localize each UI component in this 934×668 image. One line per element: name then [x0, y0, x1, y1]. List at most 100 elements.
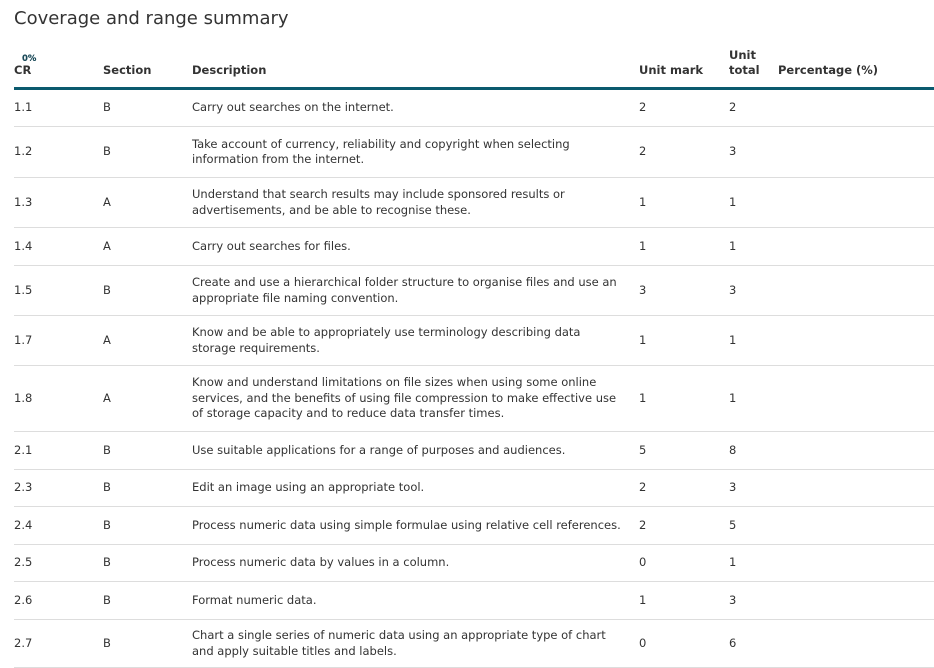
percentage-cell: 100%	[778, 54, 934, 366]
table-row: 2.3 B Edit an image using an appropriate t…	[14, 54, 934, 507]
percentage-label: 0%	[22, 54, 37, 64]
unit-mark-cell: 1	[639, 177, 729, 228]
unit-mark-cell: 1	[639, 365, 729, 432]
section-cell: A	[103, 227, 192, 266]
percentage-cell: 33%	[778, 54, 934, 620]
section-cell: B	[103, 265, 192, 316]
percentage-cell: 100%	[778, 54, 934, 316]
unit-mark-cell: 0	[639, 619, 729, 668]
unit-mark-cell: 2	[639, 126, 729, 178]
percentage-cell: 100%	[778, 54, 934, 432]
percentage-label: 67%	[863, 54, 885, 64]
percentage-cell: 67%	[778, 54, 934, 507]
section-cell: B	[103, 88, 192, 127]
section-cell: B	[103, 619, 192, 668]
description-cell: Understand that search results may inclu…	[192, 177, 639, 228]
table-row: 2.4 B Process numeric data using simple fo…	[14, 54, 934, 545]
unit-total-cell: 3	[729, 469, 778, 507]
description-cell: Process numeric data by values in a colu…	[192, 544, 639, 582]
description-cell: Carry out searches on the internet.	[192, 88, 639, 127]
section-cell: B	[103, 506, 192, 545]
table-row: 1.4 A Carry out searches for files. 1 1 100%	[14, 54, 934, 266]
unit-mark-cell: 5	[639, 431, 729, 470]
description-cell: Chart a single series of numeric data us…	[192, 619, 639, 668]
cr-cell: 2.1	[14, 431, 103, 470]
percentage-cell: 100%	[778, 54, 934, 266]
section-cell: A	[103, 315, 192, 366]
unit-mark-cell: 2	[639, 88, 729, 127]
cr-cell: 1.2	[14, 126, 103, 178]
column-header: Description	[192, 44, 639, 90]
cr-cell: 1.1	[14, 88, 103, 127]
percentage-label: 100%	[900, 54, 927, 64]
percentage-label: 40%	[828, 54, 849, 64]
unit-mark-cell: 0	[639, 544, 729, 582]
percentage-cell: 40%	[778, 54, 934, 545]
percentage-cell: 0%	[22, 54, 934, 668]
cr-cell: 2.7	[14, 619, 103, 668]
table-row: 1.8 A Know and understand limitations on f…	[14, 54, 934, 432]
table-row: 2.5 B Process numeric data by values in a …	[14, 54, 934, 582]
cr-cell: 1.3	[14, 177, 103, 228]
column-header: Unit mark	[639, 44, 729, 90]
percentage-label: 0%	[22, 54, 37, 64]
unit-total-cell: 1	[729, 177, 778, 228]
unit-total-cell: 1	[729, 365, 778, 432]
description-cell: Know and be able to appropriately use te…	[192, 315, 639, 366]
summary-table: CR Section Description Unit mark Unit total P…	[14, 44, 934, 668]
percentage-label: 100%	[900, 54, 927, 64]
unit-mark-cell: 1	[639, 315, 729, 366]
unit-total-cell: 5	[729, 506, 778, 545]
unit-mark-cell: 1	[639, 581, 729, 620]
cr-cell: 2.4	[14, 506, 103, 545]
header-row: CR Section Description Unit mark Unit total P…	[14, 44, 934, 90]
cr-cell: 2.3	[14, 469, 103, 507]
unit-total-cell: 3	[729, 265, 778, 316]
unit-total-cell: 8	[729, 431, 778, 470]
unit-mark-cell: 1	[639, 227, 729, 266]
unit-total-cell: 6	[729, 619, 778, 668]
percentage-cell: 100%	[778, 54, 934, 228]
column-header: Unit total	[729, 44, 778, 90]
table-row: 1.1 B Carry out searches on the internet. 2…	[14, 54, 934, 127]
column-header: Section	[103, 44, 192, 90]
percentage-label: 100%	[900, 54, 927, 64]
description-cell: Carry out searches for files.	[192, 227, 639, 266]
cr-cell: 1.4	[14, 227, 103, 266]
unit-total-cell: 3	[729, 126, 778, 178]
table-row: 1.2 B Take account of currency, reliabilit…	[14, 54, 934, 178]
percentage-cell: 100%	[778, 54, 934, 127]
unit-total-cell: 1	[729, 315, 778, 366]
section-cell: B	[103, 126, 192, 178]
section-cell: B	[103, 431, 192, 470]
description-cell: Take account of currency, reliability an…	[192, 126, 639, 178]
table-row: 1.7 A Know and be able to appropriately us…	[14, 54, 934, 366]
unit-total-cell: 2	[729, 88, 778, 127]
description-cell: Know and understand limitations on file …	[192, 365, 639, 432]
cr-cell: 2.5	[14, 544, 103, 582]
percentage-label: 100%	[900, 54, 927, 64]
table-row: 2.1 B Use suitable applications for a rang…	[14, 54, 934, 470]
page-title: Coverage and range summary	[14, 8, 289, 29]
cr-cell: 1.8	[14, 365, 103, 432]
description-cell: Create and use a hierarchical folder str…	[192, 265, 639, 316]
description-cell: Process numeric data using simple formul…	[192, 506, 639, 545]
column-header: Percentage (%)	[778, 44, 934, 90]
column-header: CR	[14, 44, 103, 90]
description-cell: Edit an image using an appropriate tool.	[192, 469, 639, 507]
cr-cell: 1.5	[14, 265, 103, 316]
cr-cell: 2.6	[14, 581, 103, 620]
section-cell: B	[103, 469, 192, 507]
cr-cell: 1.7	[14, 315, 103, 366]
percentage-cell: 62%	[778, 54, 934, 470]
percentage-label: 100%	[900, 54, 927, 64]
section-cell: B	[103, 581, 192, 620]
unit-total-cell: 3	[729, 581, 778, 620]
section-cell: B	[103, 544, 192, 582]
table-row: 2.7 B Chart a single series of numeric dat…	[14, 54, 934, 668]
unit-mark-cell: 3	[639, 265, 729, 316]
section-cell: A	[103, 365, 192, 432]
percentage-label: 67%	[863, 54, 885, 64]
section-cell: A	[103, 177, 192, 228]
